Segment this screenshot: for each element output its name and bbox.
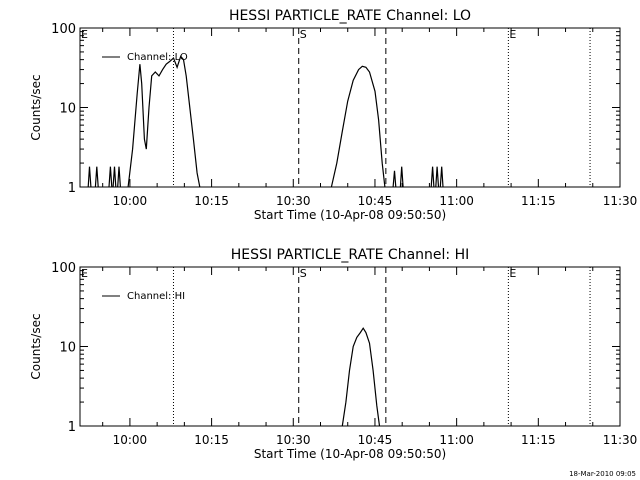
y-axis-label: Counts/sec bbox=[29, 74, 43, 140]
x-tick-label: 10:30 bbox=[276, 194, 311, 208]
y-tick-label: 10 bbox=[59, 102, 76, 117]
marker-label: S bbox=[300, 267, 307, 280]
x-tick-label: 10:15 bbox=[194, 433, 229, 447]
marker-label: E bbox=[81, 28, 88, 41]
x-tick-label: 10:45 bbox=[358, 194, 393, 208]
marker-label: E bbox=[509, 267, 516, 280]
y-tick-label: 100 bbox=[51, 22, 76, 37]
x-tick-label: 10:30 bbox=[276, 433, 311, 447]
y-tick-label: 1 bbox=[68, 181, 76, 196]
y-axis-label: Counts/sec bbox=[29, 313, 43, 379]
x-tick-label: 11:15 bbox=[521, 194, 556, 208]
chart-panel-2: HESSI PARTICLE_RATE Channel: HI Counts/se… bbox=[29, 247, 637, 461]
y-tick-label: 10 bbox=[59, 341, 76, 356]
series-line-segment bbox=[399, 166, 404, 188]
marker-label: S bbox=[300, 28, 307, 41]
x-tick-label: 10:45 bbox=[358, 433, 393, 447]
series-line-segment bbox=[430, 166, 435, 188]
x-axis-label: Start Time (10-Apr-08 09:50:50) bbox=[254, 447, 446, 461]
series-line-segment bbox=[127, 55, 201, 188]
series-line-segment bbox=[94, 166, 99, 188]
marker-label: E bbox=[81, 267, 88, 280]
x-tick-label: 11:30 bbox=[603, 433, 638, 447]
series-line-segment bbox=[341, 327, 381, 427]
x-tick-label: 11:00 bbox=[439, 194, 474, 208]
marker-label: E bbox=[509, 28, 516, 41]
x-tick-label: 11:15 bbox=[521, 433, 556, 447]
x-tick-label: 10:15 bbox=[194, 194, 229, 208]
legend-label: Channel: HI bbox=[127, 291, 185, 302]
x-tick-label: 11:30 bbox=[603, 194, 638, 208]
chart-title: HESSI PARTICLE_RATE Channel: LO bbox=[229, 8, 471, 24]
chart-title: HESSI PARTICLE_RATE Channel: HI bbox=[231, 247, 469, 263]
x-tick-label: 10:00 bbox=[113, 194, 148, 208]
series-line-segment bbox=[435, 166, 440, 188]
series-line-segment bbox=[87, 166, 92, 188]
x-axis-label: Start Time (10-Apr-08 09:50:50) bbox=[254, 208, 446, 222]
x-tick-label: 10:00 bbox=[113, 433, 148, 447]
x-tick-label: 11:00 bbox=[439, 433, 474, 447]
legend-label: Channel: LO bbox=[127, 52, 188, 63]
y-tick-label: 1 bbox=[68, 420, 76, 435]
series-line-segment bbox=[117, 166, 121, 188]
chart-panel-1: HESSI PARTICLE_RATE Channel: LO Counts/se… bbox=[29, 8, 637, 222]
series-line-segment bbox=[330, 65, 386, 188]
series-line-segment bbox=[439, 166, 444, 188]
series-line-segment bbox=[392, 170, 397, 188]
plot-timestamp: 18-Mar-2010 09:05 bbox=[569, 470, 636, 478]
y-tick-label: 100 bbox=[51, 261, 76, 276]
series-line-segment bbox=[108, 166, 113, 188]
series-line-segment bbox=[112, 166, 117, 188]
